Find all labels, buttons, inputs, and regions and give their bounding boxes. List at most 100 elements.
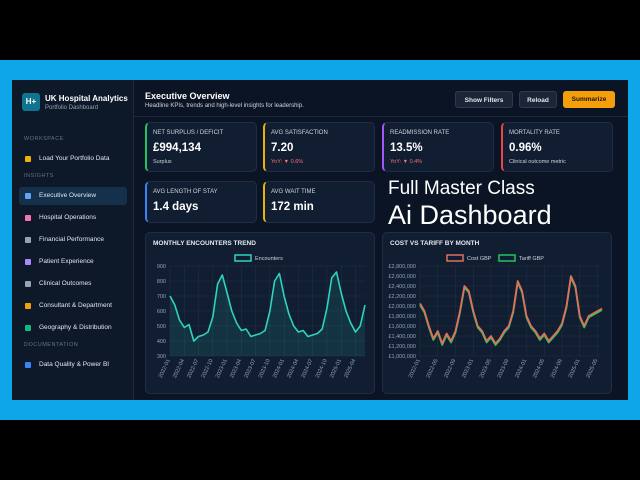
nav-item[interactable]: Financial Performance	[19, 231, 127, 249]
kpi-value: 172 min	[271, 201, 314, 213]
nav-label: Financial Performance	[39, 236, 105, 243]
section-heading: WORKSPACE	[24, 136, 64, 142]
x-tick-label: 2023-01	[215, 358, 229, 379]
nav-item[interactable]: Data Quality & Power BI	[19, 356, 127, 374]
logo: H+	[22, 93, 40, 111]
button[interactable]: Reload	[519, 91, 557, 108]
nav-label: Patient Experience	[39, 258, 94, 265]
kpi-card: AVG LENGTH OF STAY 1.4 days	[145, 181, 257, 223]
kpi-card: AVG WAIT TIME 172 min	[263, 181, 375, 223]
sidebar: H+ UK Hospital Analytics Portfolio Dashboa…	[12, 80, 134, 400]
legend-swatch	[234, 254, 252, 262]
nav-item[interactable]: Clinical Outcomes	[19, 275, 127, 293]
legend-label: Cost GBP	[467, 256, 492, 262]
nav-icon	[25, 303, 31, 309]
kpi-note: YoY: ▼ 0.6%	[271, 159, 304, 165]
x-tick-label: 2024-09	[550, 358, 564, 379]
nav-icon	[25, 362, 31, 368]
y-tick-label: £2,200,000	[388, 294, 416, 300]
y-tick-label: £1,000,000	[388, 354, 416, 360]
x-tick-label: 2023-07	[243, 358, 257, 379]
legend-label: Tariff GBP	[519, 256, 544, 262]
x-tick-label: 2025-01	[568, 358, 582, 379]
nav-item[interactable]: Patient Experience	[19, 253, 127, 271]
y-tick-label: £2,600,000	[388, 274, 416, 280]
button[interactable]: Summarize	[563, 91, 615, 108]
nav-label: Executive Overview	[39, 192, 97, 199]
series-line	[169, 271, 366, 342]
app-title: UK Hospital Analytics	[45, 94, 128, 103]
nav-label: Geography & Distribution	[39, 324, 112, 331]
kpi-label: MORTALITY RATE	[509, 130, 560, 136]
nav-item[interactable]: Geography & Distribution	[19, 319, 127, 337]
nav-icon	[25, 215, 31, 221]
nav-item[interactable]: Executive Overview	[19, 187, 127, 205]
kpi-card: READMISSION RATE 13.5% YoY: ▼ 0.4%	[382, 122, 494, 172]
section-heading: DOCUMENTATION	[24, 342, 79, 348]
section-heading: INSIGHTS	[24, 173, 54, 179]
x-tick-label: 2025-05	[585, 358, 599, 379]
y-tick-label: 300	[157, 354, 166, 360]
y-tick-label: 900	[157, 264, 166, 270]
x-tick-label: 2022-07	[186, 358, 200, 379]
series-line	[419, 275, 603, 345]
nav-icon	[25, 193, 31, 199]
x-tick-label: 2022-05	[426, 358, 440, 379]
x-tick-label: 2024-01	[514, 358, 528, 379]
nav-item[interactable]: Load Your Portfolio Data	[19, 150, 127, 168]
legend-swatch	[498, 254, 516, 262]
kpi-card: MORTALITY RATE 0.96% Clinical outcome metr…	[501, 122, 613, 172]
kpi-card: AVG SATISFACTION 7.20 YoY: ▼ 0.6%	[263, 122, 375, 172]
nav-item[interactable]: Consultant & Department	[19, 297, 127, 315]
kpi-card: NET SURPLUS / DEFICIT £994,134 Surplus	[145, 122, 257, 172]
chart-title: COST VS TARIFF BY MONTH	[390, 240, 480, 247]
kpi-value: 13.5%	[390, 142, 423, 154]
chart-card: MONTHLY ENCOUNTERS TREND Encounters 300 400…	[145, 232, 375, 394]
y-tick-label: 600	[157, 309, 166, 315]
x-tick-label: 2022-10	[201, 358, 215, 379]
nav-label: Clinical Outcomes	[39, 280, 92, 287]
y-tick-label: 700	[157, 294, 166, 300]
legend-label: Encounters	[255, 256, 283, 262]
kpi-note: Surplus	[153, 159, 172, 165]
y-tick-label: 500	[157, 324, 166, 330]
nav-icon	[25, 281, 31, 287]
button[interactable]: Show Filters	[455, 91, 513, 108]
x-tick-label: 2025-01	[329, 358, 343, 379]
x-tick-label: 2023-05	[479, 358, 493, 379]
x-tick-label: 2024-04	[286, 358, 300, 379]
chart: COST VS TARIFF BY MONTH Cost GBP Tariff GB…	[388, 240, 603, 379]
line-area	[170, 272, 365, 356]
chart: MONTHLY ENCOUNTERS TREND Encounters 300 400…	[153, 240, 366, 379]
y-tick-label: £2,800,000	[388, 264, 416, 270]
page-subtitle: Headline KPIs, trends and high-level ins…	[145, 103, 304, 109]
nav-icon	[25, 325, 31, 331]
nav-label: Hospital Operations	[39, 214, 97, 221]
main: Executive Overview Headline KPIs, trends …	[133, 80, 628, 400]
nav-label: Data Quality & Power BI	[39, 361, 110, 368]
y-tick-label: £1,200,000	[388, 344, 416, 350]
x-tick-label: 2022-01	[408, 358, 422, 379]
y-tick-label: £1,800,000	[388, 314, 416, 320]
x-tick-label: 2023-09	[497, 358, 511, 379]
y-tick-label: 400	[157, 339, 166, 345]
overlay-text: Full Master Class	[388, 178, 535, 199]
y-tick-label: £2,400,000	[388, 284, 416, 290]
x-tick-label: 2024-10	[315, 358, 329, 379]
x-tick-label: 2024-07	[301, 358, 315, 379]
kpi-note: YoY: ▼ 0.4%	[390, 159, 423, 165]
kpi-label: AVG SATISFACTION	[271, 130, 328, 136]
x-tick-label: 2022-09	[443, 358, 457, 379]
x-tick-label: 2023-01	[461, 358, 475, 379]
kpi-note: Clinical outcome metric	[509, 159, 566, 165]
chart-title: MONTHLY ENCOUNTERS TREND	[153, 240, 256, 247]
nav-item[interactable]: Hospital Operations	[19, 209, 127, 227]
x-tick-label: 2023-04	[229, 358, 243, 379]
y-tick-label: £2,000,000	[388, 304, 416, 310]
x-tick-label: 2022-04	[172, 358, 186, 379]
kpi-value: £994,134	[153, 142, 201, 154]
kpi-value: 0.96%	[509, 142, 542, 154]
legend-swatch	[446, 254, 464, 262]
dashboard: H+ UK Hospital Analytics Portfolio Dashboa…	[12, 80, 628, 400]
